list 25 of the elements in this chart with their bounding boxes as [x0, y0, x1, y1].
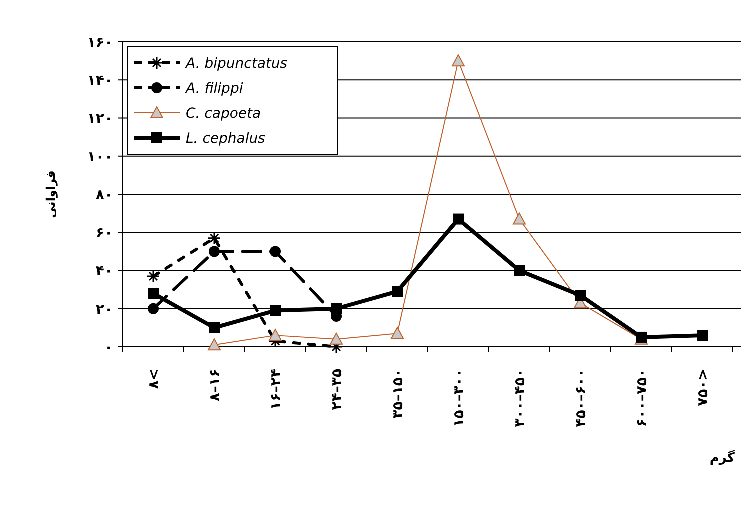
x-tick-label: ۳۰۰–۴۵۰	[512, 369, 528, 428]
y-tick-label: ۱۴۰	[87, 73, 113, 90]
x-tick-label: ۱۶–۲۴	[268, 368, 284, 410]
y-tick-label: ۸۰	[96, 187, 113, 204]
y-tick-label: ۱۶۰	[87, 34, 113, 51]
x-tick-label: ۷۵۰>	[695, 369, 712, 406]
legend-label: A. filippi	[185, 80, 244, 97]
x-tick-label: ۴۵۰–۶۰۰	[573, 369, 590, 428]
legend-label: L. cephalus	[186, 130, 266, 147]
y-axis-title: فراوانی	[44, 170, 58, 218]
x-tick-label: ۱۵۰–۳۰۰	[451, 369, 468, 428]
legend-label: C. capoeta	[186, 106, 262, 122]
y-tick-label: ۴۰	[96, 264, 113, 280]
x-axis-title: گرم	[710, 450, 736, 466]
y-tick-label: ۲۰	[96, 302, 113, 318]
y-tick-label: ۶۰	[96, 226, 113, 242]
y-tick-label: ۱۲۰	[87, 111, 113, 128]
x-tick-label: ۶۰۰–۷۵۰	[634, 369, 650, 428]
x-tick-label: ۲۴–۳۵	[329, 368, 346, 410]
x-tick-label: ۸<	[146, 369, 162, 390]
x-tick-label: ۳۵–۱۵۰	[390, 369, 406, 419]
legend-label: A. bipunctatus	[185, 56, 288, 72]
y-tick-label: ۱۰۰	[87, 149, 113, 166]
x-tick-label: ۸–۱۶	[207, 369, 224, 402]
y-tick-label: ۰	[104, 340, 113, 356]
